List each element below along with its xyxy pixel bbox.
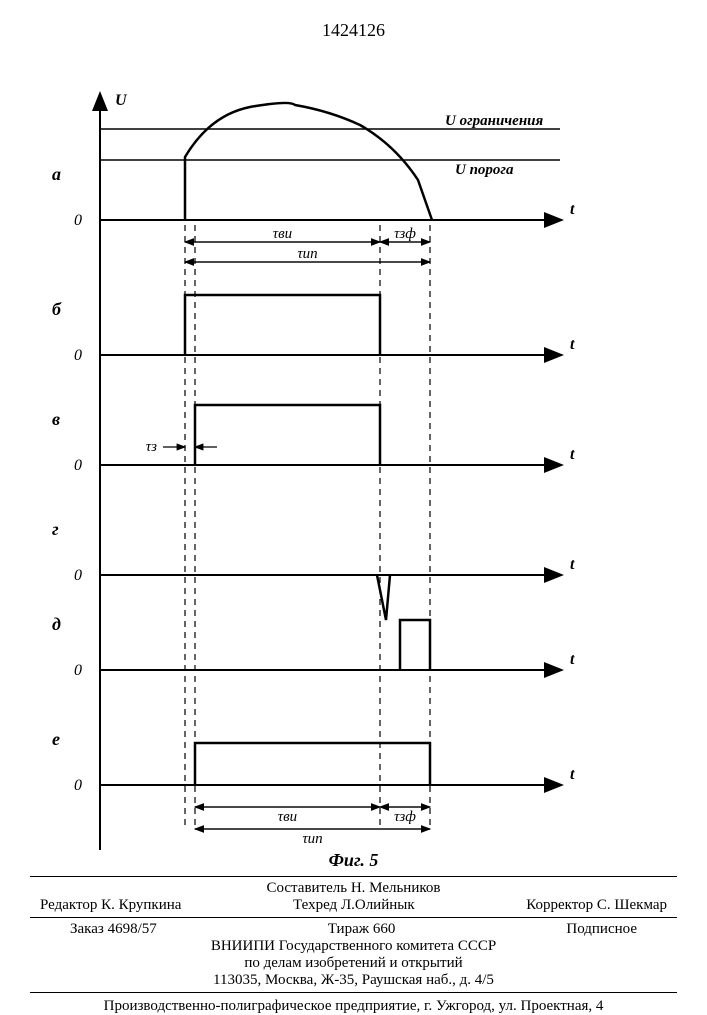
svg-text:0: 0 — [74, 212, 82, 229]
svg-text:τзф: τзф — [394, 809, 416, 825]
tirage: Тираж 660 — [328, 921, 396, 938]
svg-text:τип: τип — [297, 246, 317, 262]
svg-text:е: е — [52, 729, 60, 749]
editor: Редактор К. Крупкина — [40, 897, 181, 914]
org2: по делам изобретений и открытий — [0, 955, 707, 972]
svg-text:U порога: U порога — [455, 162, 514, 178]
techred: Техред Л.Олийнык — [293, 897, 415, 914]
svg-text:t: t — [570, 336, 575, 353]
svg-text:в: в — [52, 409, 60, 429]
svg-text:τз: τз — [146, 439, 157, 455]
svg-text:τви: τви — [273, 226, 292, 242]
doc-number: 1424126 — [0, 20, 707, 41]
addr2: Производственно-полиграфическое предприя… — [0, 996, 707, 1015]
svg-text:0: 0 — [74, 567, 82, 584]
figure-caption: Фиг. 5 — [0, 850, 707, 871]
svg-text:τзф: τзф — [394, 226, 416, 242]
svg-text:0: 0 — [74, 662, 82, 679]
addr1: 113035, Москва, Ж-35, Раушская наб., д. … — [0, 972, 707, 989]
subscription: Подписное — [566, 921, 637, 938]
order-line: Заказ 4698/57 Тираж 660 Подписное — [0, 921, 707, 938]
svg-text:τип: τип — [302, 831, 322, 847]
compiler-line: Составитель Н. Мельников — [0, 880, 707, 897]
svg-text:0: 0 — [74, 347, 82, 364]
svg-text:t: t — [570, 556, 575, 573]
svg-text:t: t — [570, 201, 575, 218]
svg-text:U ограничения: U ограничения — [445, 113, 543, 129]
svg-text:t: t — [570, 651, 575, 668]
org1: ВНИИПИ Государственного комитета СССР — [0, 938, 707, 955]
corrector: Корректор С. Шекмар — [526, 897, 667, 914]
svg-text:г: г — [52, 519, 59, 539]
svg-text:U: U — [115, 92, 128, 109]
svg-text:0: 0 — [74, 777, 82, 794]
order: Заказ 4698/57 — [70, 921, 157, 938]
svg-text:д: д — [52, 614, 61, 634]
svg-text:б: б — [52, 299, 62, 319]
timing-diagram: U 0 t а 0 t б 0 t в 0 t г 0 t д 0 t е U ограничения U порога… — [0, 45, 707, 875]
rule — [30, 876, 677, 877]
credits-line: Редактор К. Крупкина Техред Л.Олийнык Ко… — [0, 897, 707, 914]
page-root: 1424126 U 0 t а 0 t б 0 t в 0 t г 0 t д 0 t е U ограничения… — [0, 0, 707, 1000]
rule — [30, 992, 677, 993]
svg-text:0: 0 — [74, 457, 82, 474]
rule — [30, 917, 677, 918]
svg-text:t: t — [570, 766, 575, 783]
svg-text:τви: τви — [278, 809, 297, 825]
svg-text:а: а — [52, 164, 61, 184]
svg-text:t: t — [570, 446, 575, 463]
